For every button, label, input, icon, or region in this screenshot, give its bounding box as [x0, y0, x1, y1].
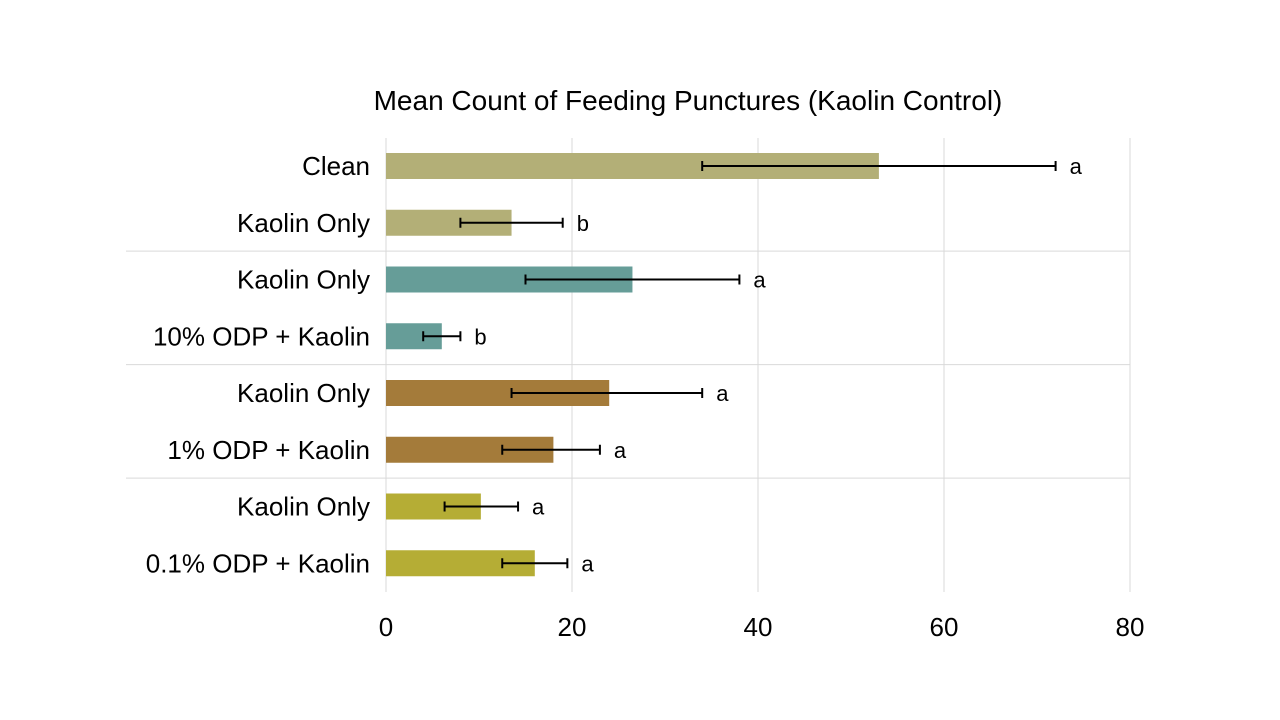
- significance-letter: a: [581, 551, 594, 576]
- chart-title: Mean Count of Feeding Punctures (Kaolin …: [374, 85, 1003, 116]
- error-bars: [422, 161, 1057, 569]
- error-bar: [501, 558, 569, 569]
- error-bar: [443, 501, 520, 512]
- significance-letter: b: [577, 211, 589, 236]
- x-tick-label: 60: [930, 612, 959, 642]
- x-tick-label: 0: [379, 612, 393, 642]
- error-bar: [701, 161, 1057, 171]
- significance-letter: a: [532, 495, 545, 520]
- significance-labels: a b a b a a a a: [474, 154, 1082, 576]
- significance-letter: a: [716, 381, 729, 406]
- category-label: 10% ODP + Kaolin: [153, 321, 370, 351]
- significance-letter: a: [753, 268, 766, 293]
- error-bar: [524, 274, 741, 285]
- category-label: Kaolin Only: [237, 208, 370, 238]
- x-axis-ticks: 0 20 40 60 80: [379, 612, 1145, 642]
- category-label: Clean: [302, 151, 370, 181]
- error-bar: [501, 444, 601, 455]
- x-tick-label: 80: [1116, 612, 1145, 642]
- error-bar: [422, 331, 462, 342]
- error-bar: [459, 217, 564, 228]
- category-label: Kaolin Only: [237, 378, 370, 408]
- significance-letter: a: [1070, 154, 1083, 179]
- category-label: Kaolin Only: [237, 265, 370, 295]
- category-label: Kaolin Only: [237, 492, 370, 522]
- x-tick-label: 40: [744, 612, 773, 642]
- significance-letter: b: [474, 324, 486, 349]
- x-tick-label: 20: [558, 612, 587, 642]
- significance-letter: a: [614, 438, 627, 463]
- error-bar: [510, 388, 704, 398]
- group-separators: [126, 250, 1130, 479]
- category-labels: Clean Kaolin Only Kaolin Only 10% ODP + Kao…: [146, 151, 370, 578]
- category-label: 1% ODP + Kaolin: [167, 435, 370, 465]
- category-label: 0.1% ODP + Kaolin: [146, 548, 370, 578]
